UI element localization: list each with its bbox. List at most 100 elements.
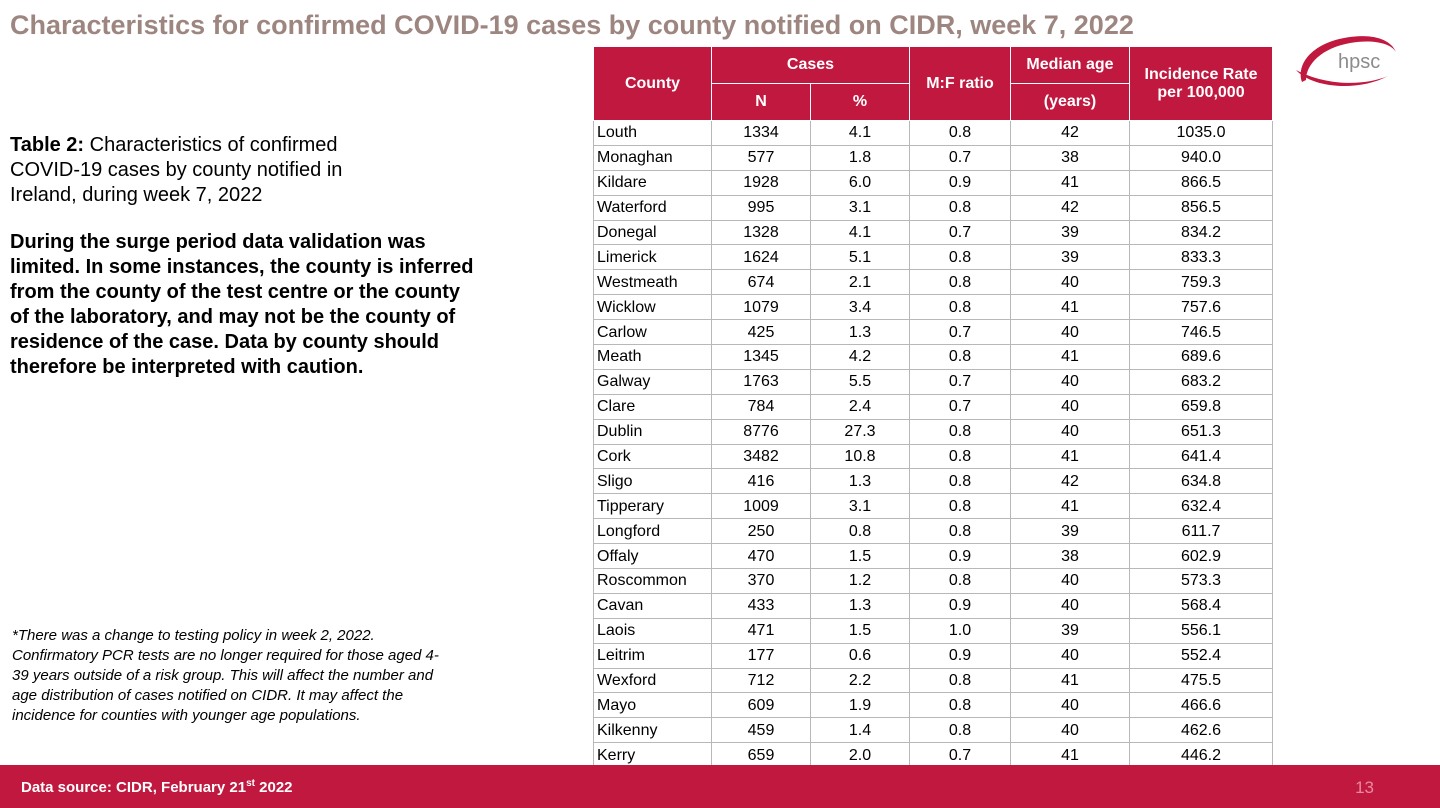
table-row: Limerick 1624 5.1 0.8 39 833.3 xyxy=(593,244,1273,271)
cell-incidence-rate: 659.8 xyxy=(1129,393,1273,420)
cell-incidence-rate: 866.5 xyxy=(1129,169,1273,196)
logo-swoosh xyxy=(1300,36,1396,82)
cell-incidence-rate: 634.8 xyxy=(1129,468,1273,495)
cell-mf-ratio: 0.8 xyxy=(909,344,1011,370)
cell-n: 470 xyxy=(711,543,811,570)
cell-county: Clare xyxy=(593,393,712,420)
cell-n: 370 xyxy=(711,568,811,594)
cell-county: Meath xyxy=(593,344,712,370)
cell-incidence-rate: 856.5 xyxy=(1129,194,1273,221)
cell-county: Roscommon xyxy=(593,568,712,594)
cell-percent: 4.1 xyxy=(810,219,910,246)
caveat-text: During the surge period data validation … xyxy=(10,231,474,378)
cell-mf-ratio: 0.7 xyxy=(909,742,1011,769)
cell-n: 425 xyxy=(711,319,811,346)
cell-mf-ratio: 0.8 xyxy=(909,269,1011,296)
cell-median-age: 39 xyxy=(1010,617,1130,644)
footnote: *There was a change to testing policy in… xyxy=(12,627,439,724)
table-row: Leitrim 177 0.6 0.9 40 552.4 xyxy=(593,642,1273,669)
cell-incidence-rate: 462.6 xyxy=(1129,717,1273,744)
table-row: Monaghan 577 1.8 0.7 38 940.0 xyxy=(593,144,1273,171)
table-row: Westmeath 674 2.1 0.8 40 759.3 xyxy=(593,269,1273,296)
table-row: Cork 3482 10.8 0.8 41 641.4 xyxy=(593,443,1273,470)
cell-percent: 1.9 xyxy=(810,692,910,719)
data-source-ordinal: st xyxy=(246,778,255,789)
cell-incidence-rate: 683.2 xyxy=(1129,368,1273,395)
cell-incidence-rate: 689.6 xyxy=(1129,344,1273,370)
table-row: Cavan 433 1.3 0.9 40 568.4 xyxy=(593,592,1273,619)
cell-percent: 27.3 xyxy=(810,418,910,445)
cell-percent: 1.3 xyxy=(810,468,910,495)
cell-n: 1763 xyxy=(711,368,811,395)
cell-incidence-rate: 556.1 xyxy=(1129,617,1273,644)
cell-mf-ratio: 0.9 xyxy=(909,543,1011,570)
cell-median-age: 41 xyxy=(1010,493,1130,520)
header-percent: % xyxy=(810,83,910,121)
cell-median-age: 38 xyxy=(1010,543,1130,570)
cell-percent: 1.3 xyxy=(810,592,910,619)
cell-county: Tipperary xyxy=(593,493,712,520)
table-row: Kerry 659 2.0 0.7 41 446.2 xyxy=(593,742,1273,769)
cell-mf-ratio: 1.0 xyxy=(909,617,1011,644)
cell-incidence-rate: 568.4 xyxy=(1129,592,1273,619)
header-median-age-unit: (years) xyxy=(1010,83,1130,121)
cell-percent: 1.5 xyxy=(810,617,910,644)
cell-n: 1079 xyxy=(711,294,811,321)
cell-n: 1345 xyxy=(711,344,811,370)
cell-incidence-rate: 834.2 xyxy=(1129,219,1273,246)
cell-median-age: 41 xyxy=(1010,169,1130,196)
data-source-suffix: 2022 xyxy=(254,779,293,796)
cell-mf-ratio: 0.8 xyxy=(909,493,1011,520)
cell-incidence-rate: 573.3 xyxy=(1129,568,1273,594)
cell-median-age: 41 xyxy=(1010,344,1130,370)
cell-county: Kerry xyxy=(593,742,712,769)
cell-median-age: 38 xyxy=(1010,144,1130,171)
hpsc-logo: hpsc xyxy=(1296,36,1396,87)
cell-n: 471 xyxy=(711,617,811,644)
cell-incidence-rate: 641.4 xyxy=(1129,443,1273,470)
cell-percent: 2.0 xyxy=(810,742,910,769)
table-row: Offaly 470 1.5 0.9 38 602.9 xyxy=(593,543,1273,570)
cell-mf-ratio: 0.8 xyxy=(909,443,1011,470)
table-row: Sligo 416 1.3 0.8 42 634.8 xyxy=(593,468,1273,495)
cell-median-age: 41 xyxy=(1010,294,1130,321)
cell-median-age: 40 xyxy=(1010,692,1130,719)
cell-mf-ratio: 0.7 xyxy=(909,393,1011,420)
cell-percent: 5.1 xyxy=(810,244,910,271)
cell-percent: 5.5 xyxy=(810,368,910,395)
table-row: Mayo 609 1.9 0.8 40 466.6 xyxy=(593,692,1273,719)
caption-label: Table 2: xyxy=(10,134,85,156)
cell-county: Longford xyxy=(593,518,712,545)
cell-county: Sligo xyxy=(593,468,712,495)
cell-median-age: 40 xyxy=(1010,319,1130,346)
cell-n: 459 xyxy=(711,717,811,744)
cell-median-age: 40 xyxy=(1010,717,1130,744)
cell-percent: 4.2 xyxy=(810,344,910,370)
cell-percent: 2.2 xyxy=(810,667,910,694)
cell-county: Monaghan xyxy=(593,144,712,171)
cell-mf-ratio: 0.8 xyxy=(909,294,1011,321)
cell-percent: 3.4 xyxy=(810,294,910,321)
cell-percent: 0.8 xyxy=(810,518,910,545)
cell-mf-ratio: 0.7 xyxy=(909,368,1011,395)
cell-n: 1328 xyxy=(711,219,811,246)
cell-county: Leitrim xyxy=(593,642,712,669)
cell-median-age: 40 xyxy=(1010,592,1130,619)
cell-median-age: 40 xyxy=(1010,269,1130,296)
cell-median-age: 39 xyxy=(1010,219,1130,246)
cell-median-age: 39 xyxy=(1010,518,1130,545)
cell-n: 1624 xyxy=(711,244,811,271)
cell-percent: 1.3 xyxy=(810,319,910,346)
table-row: Louth 1334 4.1 0.8 42 1035.0 xyxy=(593,120,1273,146)
cell-percent: 2.4 xyxy=(810,393,910,420)
table-row: Wexford 712 2.2 0.8 41 475.5 xyxy=(593,667,1273,694)
table-row: Longford 250 0.8 0.8 39 611.7 xyxy=(593,518,1273,545)
cell-percent: 6.0 xyxy=(810,169,910,196)
table-row: Meath 1345 4.2 0.8 41 689.6 xyxy=(593,344,1273,370)
cell-county: Carlow xyxy=(593,319,712,346)
cell-mf-ratio: 0.8 xyxy=(909,717,1011,744)
cell-mf-ratio: 0.8 xyxy=(909,244,1011,271)
table-row: Carlow 425 1.3 0.7 40 746.5 xyxy=(593,319,1273,346)
cell-n: 712 xyxy=(711,667,811,694)
table-row: Dublin 8776 27.3 0.8 40 651.3 xyxy=(593,418,1273,445)
